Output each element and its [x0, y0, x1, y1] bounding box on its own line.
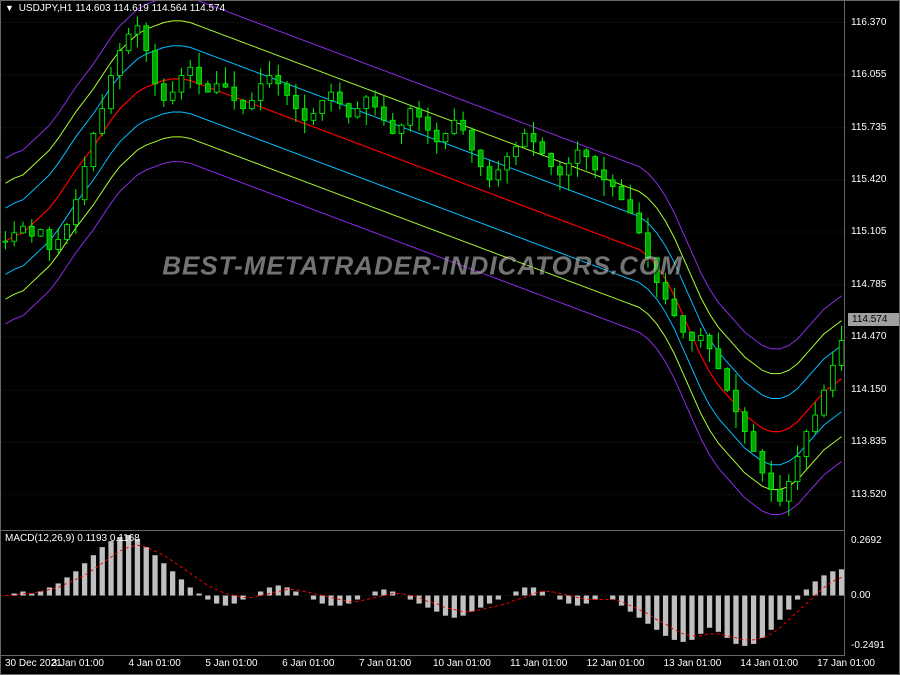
x-tick-label: 3 Jan 01:00 — [52, 658, 104, 669]
x-tick-label: 7 Jan 01:00 — [359, 658, 411, 669]
y-axis: 116.370 116.055 115.735 115.420 115.105 114.7… — [844, 1, 899, 656]
x-tick-label: 10 Jan 01:00 — [433, 658, 491, 669]
y-tick-label: 115.420 — [851, 174, 886, 185]
x-tick-label: 17 Jan 01:00 — [817, 658, 875, 669]
chevron-down-icon[interactable]: ▼ — [5, 3, 14, 13]
x-tick-label: 4 Jan 01:00 — [128, 658, 180, 669]
macd-svg — [1, 531, 846, 656]
y-tick-label: 114.150 — [851, 384, 886, 395]
price-chart-panel[interactable]: ▼ USDJPY,H1 114.603 114.619 114.564 114.… — [1, 1, 844, 531]
y-tick-label: 115.735 — [851, 122, 886, 133]
x-tick-label: 12 Jan 01:00 — [587, 658, 645, 669]
current-price-tag: 114.574 — [848, 313, 899, 326]
y-tick-label: 114.785 — [851, 279, 886, 290]
x-tick-label: 14 Jan 01:00 — [740, 658, 798, 669]
x-tick-label: 5 Jan 01:00 — [205, 658, 257, 669]
x-tick-label: 6 Jan 01:00 — [282, 658, 334, 669]
symbol-ohlc-label: ▼ USDJPY,H1 114.603 114.619 114.564 114.… — [5, 3, 225, 14]
x-axis: 30 Dec 20213 Jan 01:004 Jan 01:005 Jan 0… — [1, 655, 844, 674]
y-tick-label: 116.055 — [851, 69, 886, 80]
macd-label: MACD(12,26,9) 0.1193 0.1168 — [5, 533, 140, 544]
x-tick-label: 11 Jan 01:00 — [510, 658, 567, 669]
macd-y-tick: -0.2491 — [851, 640, 885, 651]
y-tick-label: 113.520 — [851, 489, 886, 500]
mt4-chart-window: ▼ USDJPY,H1 114.603 114.619 114.564 114.… — [0, 0, 900, 675]
symbol-text: USDJPY,H1 114.603 114.619 114.564 114.57… — [19, 3, 225, 14]
price-chart-svg — [1, 1, 846, 531]
macd-y-tick: 0.2692 — [851, 535, 882, 546]
y-tick-label: 116.370 — [851, 17, 886, 28]
macd-panel[interactable]: MACD(12,26,9) 0.1193 0.1168 — [1, 531, 844, 656]
macd-y-tick: 0.00 — [851, 590, 870, 601]
y-tick-label: 114.470 — [851, 331, 886, 342]
x-tick-label: 13 Jan 01:00 — [663, 658, 721, 669]
y-tick-label: 113.835 — [851, 436, 886, 447]
y-tick-label: 115.105 — [851, 226, 886, 237]
